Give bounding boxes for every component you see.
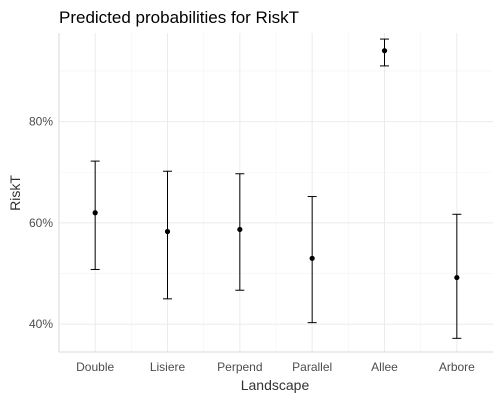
axes: [58, 33, 493, 353]
tick-labels: 40% 60% 80% Double Lisiere Perpend Parallel All…: [29, 115, 475, 374]
x-tick-label: Parallel: [292, 360, 332, 374]
y-tick-label: 40%: [29, 317, 53, 331]
point-estimate-parallel: [309, 255, 315, 261]
point-estimate-double: [92, 210, 98, 216]
error-bar-lisiere: [163, 170, 172, 300]
grid: [59, 33, 493, 352]
x-tick-label: Double: [76, 360, 114, 374]
x-tick-label: Arbore: [439, 360, 475, 374]
y-axis-title: RiskT: [7, 175, 23, 211]
y-tick-label: 80%: [29, 115, 53, 129]
point-estimate-perpend: [237, 226, 243, 233]
point-estimate-arbore: [454, 274, 460, 281]
x-axis-title: Landscape: [241, 377, 310, 393]
point-estimate-lisiere: [164, 228, 171, 235]
x-tick-label: Allee: [371, 360, 398, 374]
y-tick-label: 60%: [29, 216, 53, 230]
x-tick-label: Lisiere: [150, 360, 186, 374]
point-estimate-allee: [381, 48, 388, 54]
data-marks: [90, 38, 462, 339]
chart-title: Predicted probabilities for RiskT: [59, 8, 299, 27]
x-tick-label: Perpend: [217, 360, 262, 374]
